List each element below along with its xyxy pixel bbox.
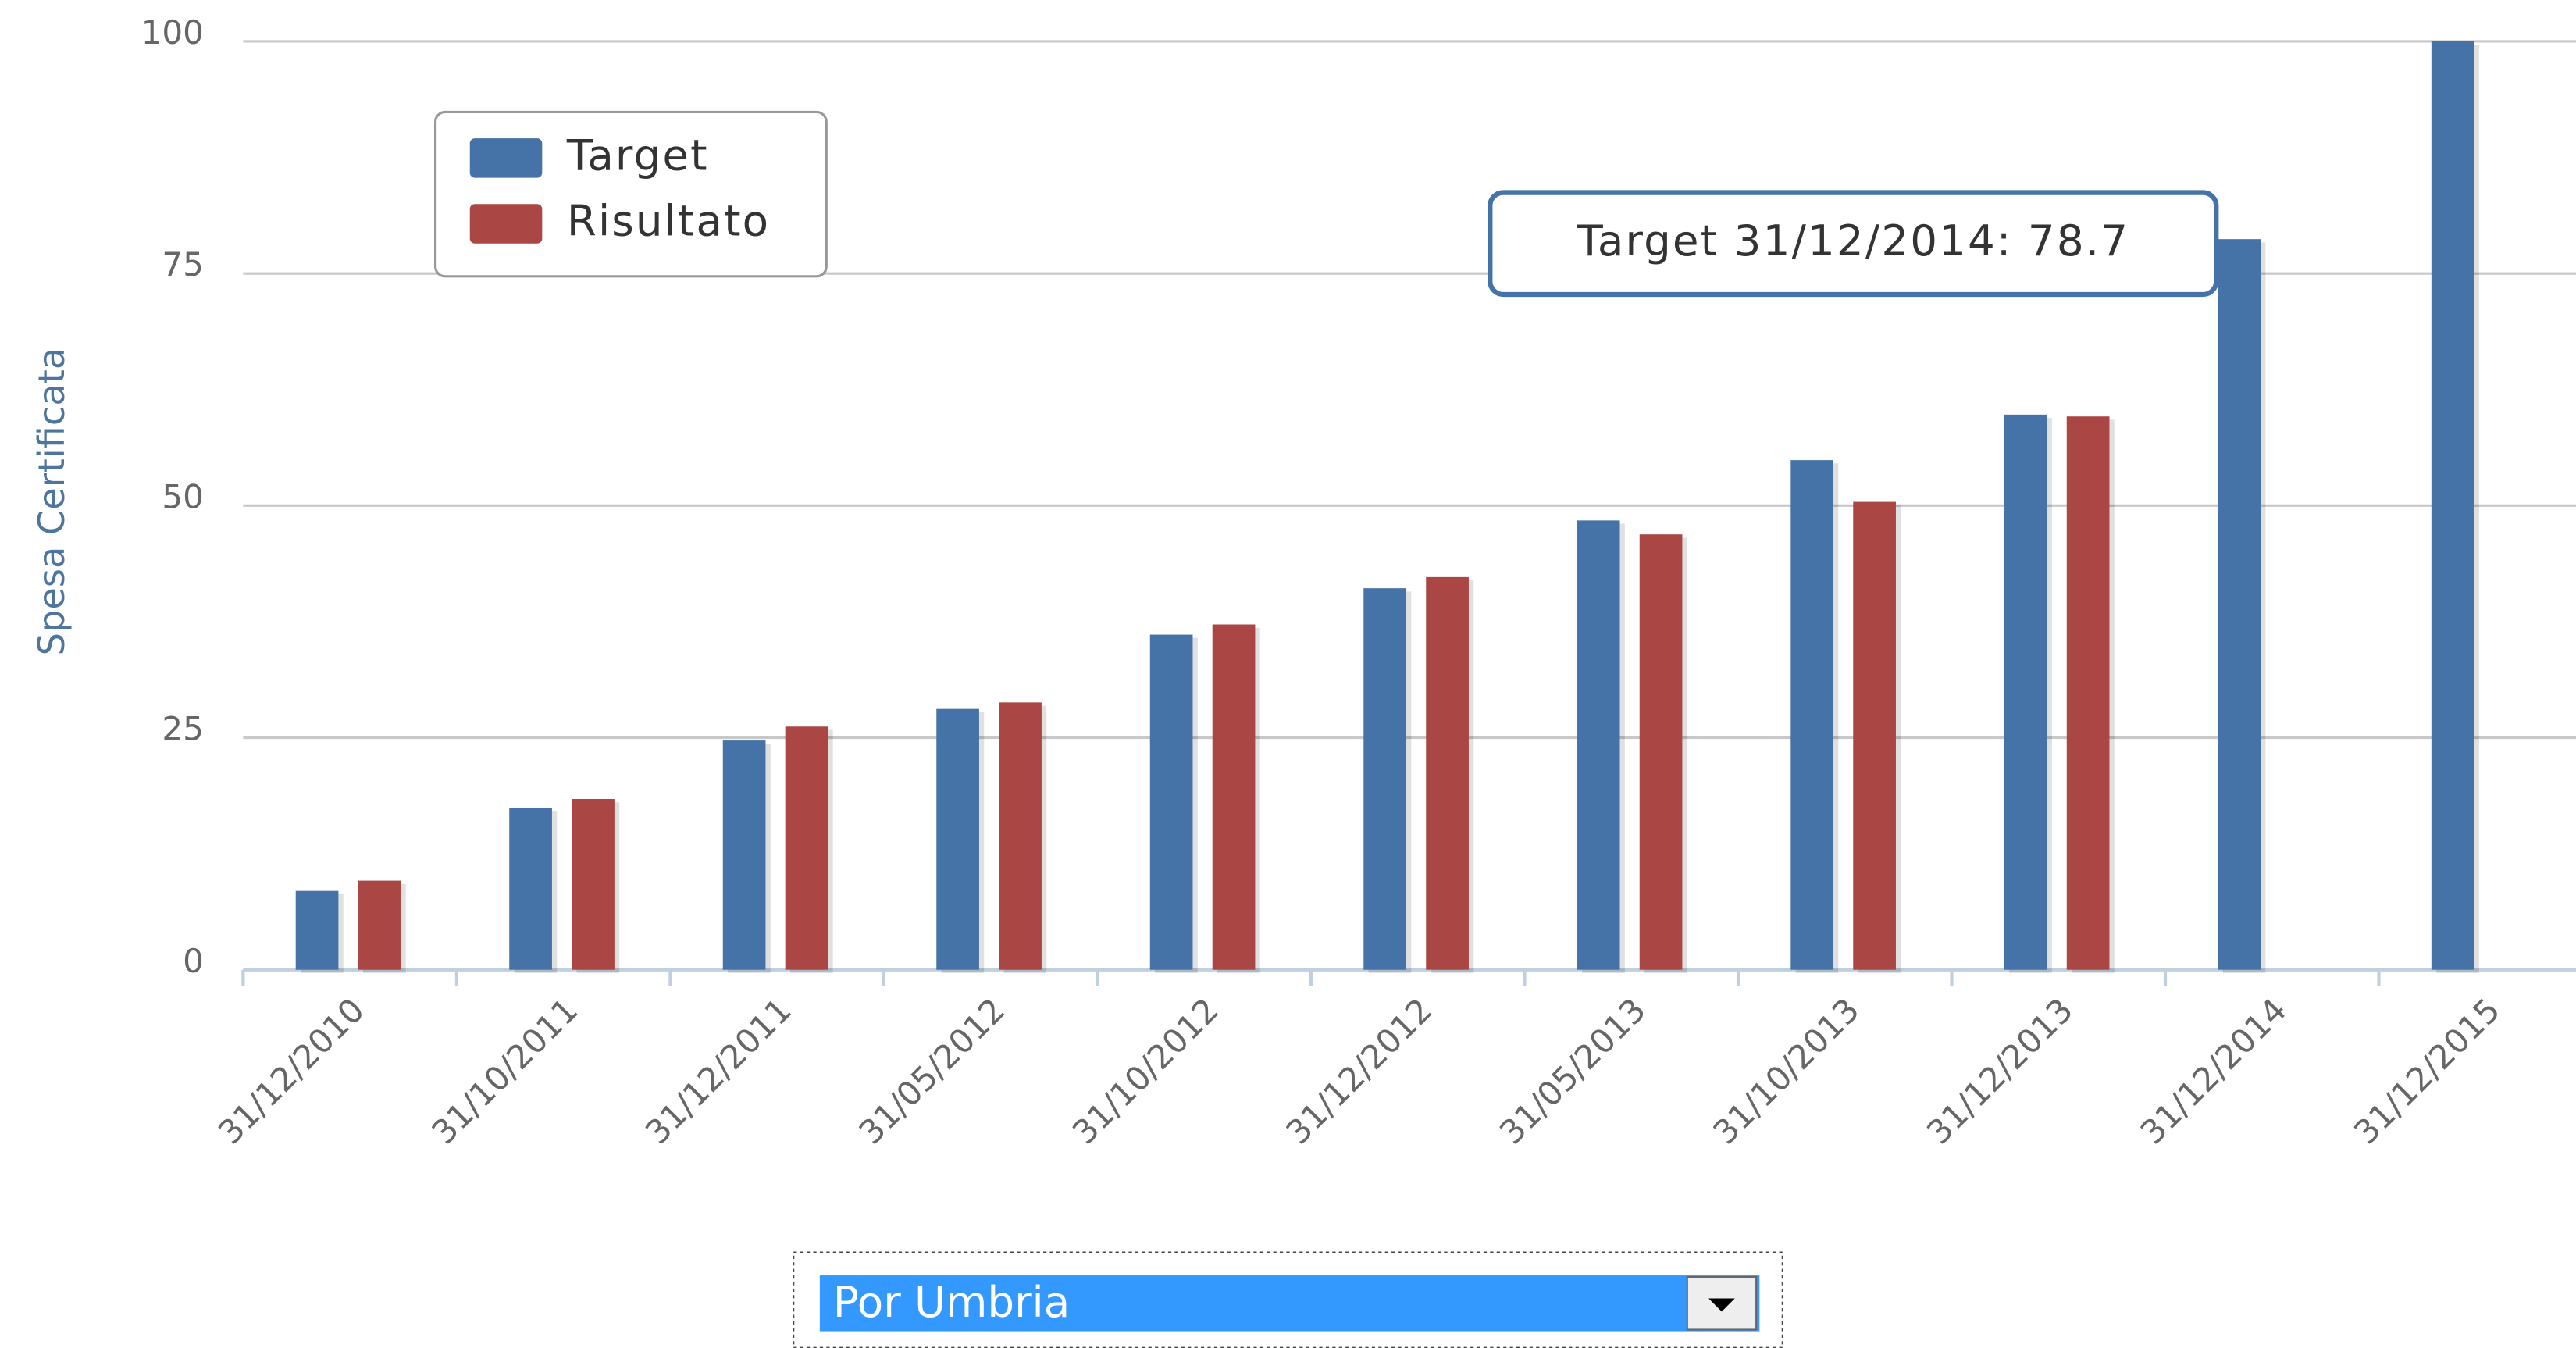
bar xyxy=(2218,239,2261,970)
x-tick-label: 31/12/2012 xyxy=(1278,991,1439,1152)
x-tick-label: 31/12/2015 xyxy=(2346,991,2507,1152)
x-tick-label: 31/10/2011 xyxy=(424,991,585,1152)
select-value: Por Umbria xyxy=(833,1277,1071,1327)
bar xyxy=(572,798,615,970)
x-tick-label: 31/12/2010 xyxy=(211,991,372,1152)
bar xyxy=(1639,534,1683,970)
bar xyxy=(999,702,1042,970)
select-field[interactable] xyxy=(819,1275,1760,1332)
x-tick-label: 31/05/2012 xyxy=(851,991,1012,1152)
x-tick-label: 31/10/2012 xyxy=(1065,991,1226,1152)
select[interactable]: Por Umbria xyxy=(793,1251,1783,1348)
x-tick-label: 31/10/2013 xyxy=(1705,991,1866,1152)
bar xyxy=(1363,588,1406,970)
bar xyxy=(1426,576,1469,970)
bar xyxy=(1577,520,1620,970)
legend-label: Risultato xyxy=(567,196,770,246)
y-tick-label: 0 xyxy=(183,942,204,980)
tooltip: Target 31/12/2014: 78.7 xyxy=(1488,190,2219,298)
bar xyxy=(2004,414,2047,970)
legend-swatch xyxy=(469,138,543,178)
x-tick-label: 31/05/2013 xyxy=(1492,991,1653,1152)
bar xyxy=(722,740,766,970)
bar xyxy=(1149,634,1193,970)
bar xyxy=(785,726,828,970)
tooltip-box xyxy=(1488,190,2219,298)
legend: Target Risultato xyxy=(433,110,828,278)
y-tick-label: 50 xyxy=(162,477,204,515)
x-tick-label: 31/12/2014 xyxy=(2133,991,2294,1152)
bars xyxy=(295,41,2479,973)
y-axis-label: Spesa Certificata xyxy=(30,348,73,656)
bar xyxy=(1790,460,1834,970)
tooltip-text: Target 31/12/2014: 78.7 xyxy=(1576,216,2129,266)
bar xyxy=(2431,41,2474,970)
y-tick-label: 25 xyxy=(162,710,204,748)
legend-label: Target xyxy=(566,130,709,180)
x-tick-label: 31/12/2011 xyxy=(638,991,799,1152)
bar xyxy=(1853,501,1896,970)
bar xyxy=(2066,416,2110,970)
select-arrow xyxy=(1708,1298,1735,1312)
y-tick-label: 100 xyxy=(141,13,204,52)
bar xyxy=(358,880,401,970)
bar xyxy=(509,808,552,970)
bar xyxy=(936,708,979,970)
legend-swatch xyxy=(469,204,543,244)
bar xyxy=(1212,624,1256,970)
x-tick-label: 31/12/2013 xyxy=(1919,991,2080,1152)
bar xyxy=(295,890,339,970)
y-tick-label: 75 xyxy=(162,245,204,284)
